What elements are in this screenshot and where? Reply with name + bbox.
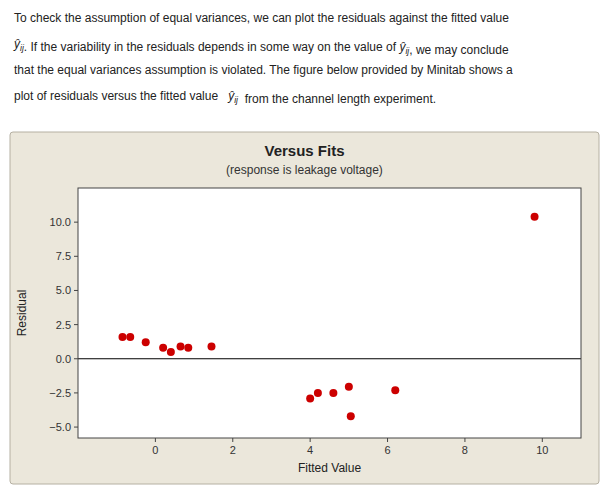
- point: [184, 344, 192, 352]
- point: [118, 333, 126, 341]
- y-tick-label: 0.0: [56, 353, 71, 365]
- y-tick-label: 2.5: [56, 319, 71, 331]
- chart: To check the assumption of equal varianc…: [0, 0, 609, 488]
- point: [329, 389, 337, 397]
- background: [0, 0, 609, 488]
- reference-line: [78, 358, 581, 359]
- y-tick: [74, 256, 78, 257]
- y-tick: [74, 324, 78, 325]
- point: [314, 389, 322, 397]
- point: [345, 383, 353, 391]
- y-axis-label: Residual: [15, 290, 29, 337]
- x-tick-label: 6: [384, 444, 390, 456]
- subtitle: (response is leakage voltage): [226, 163, 383, 177]
- point: [391, 386, 399, 394]
- annotation-text: . If the variability in the residuals de…: [24, 40, 400, 54]
- point: [306, 394, 314, 402]
- y-tick-label: 7.5: [56, 250, 71, 262]
- point: [167, 348, 175, 356]
- point: [177, 342, 185, 350]
- axes: 0 2 4 6 8 10 −5.0 −2.5 0.0 2.5 5.0 7.5 10.0: [49, 216, 548, 456]
- point: [207, 342, 215, 350]
- title: Versus Fits: [264, 142, 344, 159]
- y-tick: [74, 392, 78, 393]
- annotation-line: To check the assumption of equal varianc…: [14, 11, 509, 25]
- y-tick-label: 10.0: [50, 216, 71, 228]
- annotation-text: that the equal variances assumption is v…: [14, 63, 513, 77]
- y-tick: [74, 427, 78, 428]
- plot-frame: [78, 188, 581, 438]
- point: [126, 333, 134, 341]
- annotation-line: that the equal variances assumption is v…: [14, 63, 513, 77]
- y-tick-label: 5.0: [56, 284, 71, 296]
- point: [142, 338, 150, 346]
- x-axis-label: Fitted Value: [298, 461, 361, 475]
- annotation-text: To check the assumption of equal varianc…: [14, 11, 509, 25]
- x-tick-label: 2: [230, 444, 236, 456]
- x-tick: [542, 438, 543, 442]
- point: [347, 412, 355, 420]
- x-tick-label: 8: [462, 444, 468, 456]
- annotation-text: from the channel length experiment.: [238, 92, 436, 106]
- point: [159, 344, 167, 352]
- annotation-line: ŷij. If the variability in the residuals…: [13, 37, 509, 57]
- annotation-text: , we may conclude: [409, 43, 509, 57]
- y-tick: [74, 290, 78, 291]
- y-tick-label: −5.0: [49, 421, 71, 433]
- x-tick: [387, 438, 388, 442]
- y-tick-label: −2.5: [49, 387, 71, 399]
- marks: [78, 213, 581, 420]
- x-tick-label: 0: [152, 444, 158, 456]
- x-tick: [155, 438, 156, 442]
- x-tick: [232, 438, 233, 442]
- x-tick-label: 4: [307, 444, 313, 456]
- point: [531, 213, 539, 221]
- panel: [10, 132, 599, 484]
- y-tick: [74, 222, 78, 223]
- x-tick: [464, 438, 465, 442]
- annotation-line: plot of residuals versus the fitted valu…: [14, 89, 436, 106]
- x-tick-label: 10: [536, 444, 548, 456]
- y-tick: [74, 358, 78, 359]
- annotation-text: plot of residuals versus the fitted valu…: [14, 89, 228, 103]
- x-tick: [310, 438, 311, 442]
- plot-area: [78, 188, 581, 438]
